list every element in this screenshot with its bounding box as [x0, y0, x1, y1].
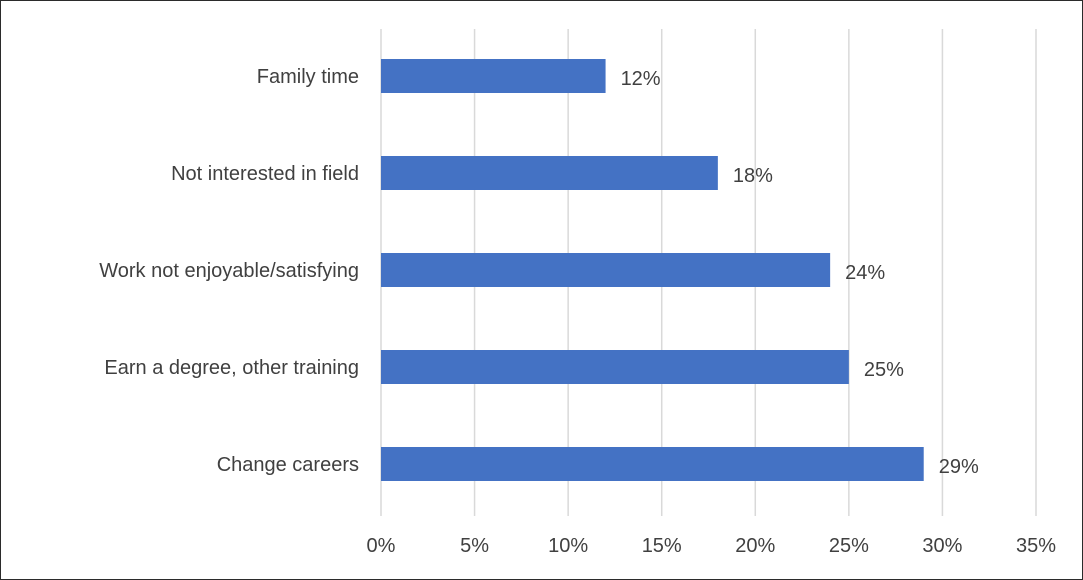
- bar-change-careers: [381, 447, 924, 481]
- data-label-change-careers: 29%: [939, 456, 979, 478]
- category-labels: Family time Not interested in field Work n…: [99, 66, 359, 476]
- x-axis-tick-labels: 0% 5% 10% 15% 20% 25% 30% 35%: [367, 535, 1057, 557]
- category-label-earn-a-degree-other-training: Earn a degree, other training: [104, 357, 359, 379]
- x-tick-label-10: 10%: [548, 535, 588, 557]
- x-tick-label-5: 5%: [460, 535, 489, 557]
- bars: [381, 59, 924, 481]
- x-tick-label-0: 0%: [367, 535, 396, 557]
- category-label-not-interested-in-field: Not interested in field: [171, 163, 359, 185]
- x-tick-label-25: 25%: [829, 535, 869, 557]
- category-label-family-time: Family time: [257, 66, 359, 88]
- bar-earn-a-degree-other-training: [381, 350, 849, 384]
- data-label-work-not-enjoyable-satisfying: 24%: [845, 262, 885, 284]
- x-tick-label-35: 35%: [1016, 535, 1056, 557]
- category-label-change-careers: Change careers: [217, 454, 359, 476]
- x-tick-label-30: 30%: [922, 535, 962, 557]
- data-label-not-interested-in-field: 18%: [733, 165, 773, 187]
- x-tick-label-15: 15%: [642, 535, 682, 557]
- bar-work-not-enjoyable-satisfying: [381, 253, 831, 287]
- bar-family-time: [381, 59, 606, 93]
- category-label-work-not-enjoyable-satisfying: Work not enjoyable/satisfying: [99, 260, 359, 282]
- data-labels: 12% 18% 24% 25% 29%: [621, 68, 979, 478]
- bar-not-interested-in-field: [381, 156, 718, 190]
- data-label-earn-a-degree-other-training: 25%: [864, 359, 904, 381]
- data-label-family-time: 12%: [621, 68, 661, 90]
- x-tick-label-20: 20%: [735, 535, 775, 557]
